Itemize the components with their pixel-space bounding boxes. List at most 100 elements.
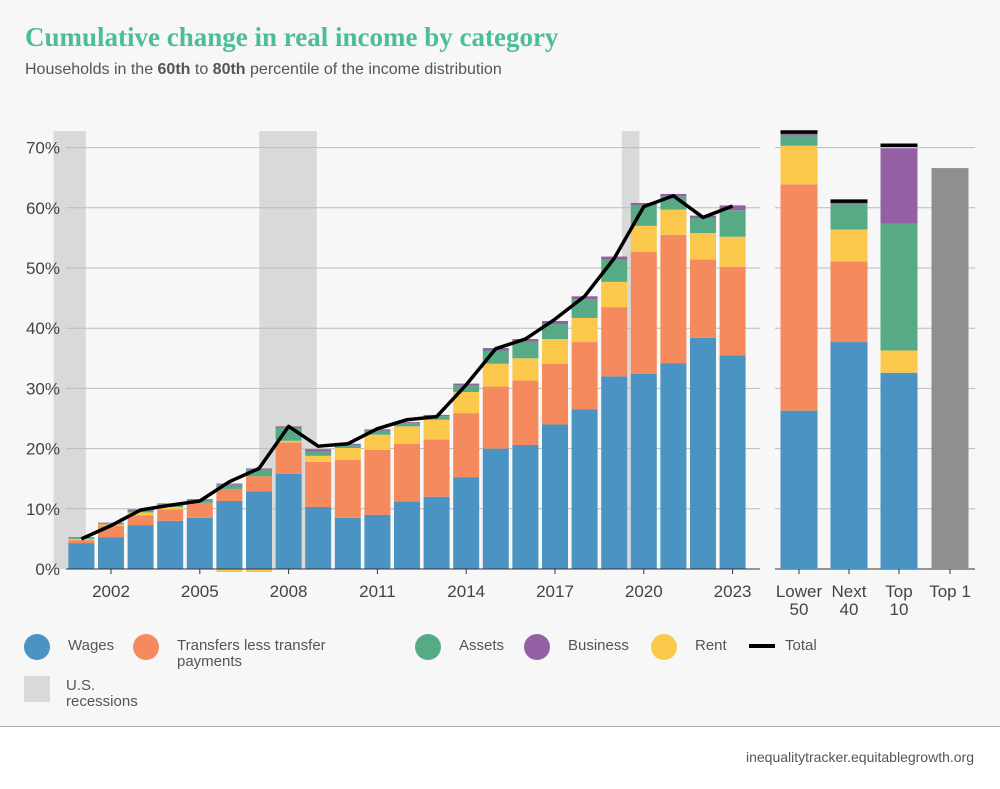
bar-segment-transfers-less-transfer-payments[interactable] bbox=[127, 515, 154, 526]
legend-item-rent[interactable]: Rent bbox=[651, 634, 727, 660]
legend-item-business[interactable]: Business bbox=[524, 634, 629, 660]
bar-segment-wages[interactable] bbox=[364, 514, 391, 569]
bar-segment-assets[interactable] bbox=[334, 444, 361, 448]
bar-segment-wages[interactable] bbox=[98, 537, 124, 569]
bar-segment-rent[interactable] bbox=[690, 233, 716, 260]
bar-segment-rent[interactable] bbox=[482, 363, 509, 387]
bar-segment-rent[interactable] bbox=[542, 339, 568, 364]
bar-segment-assets[interactable] bbox=[512, 341, 539, 359]
bar-segment-wages[interactable] bbox=[512, 444, 539, 569]
bar-segment-rent[interactable] bbox=[246, 569, 272, 573]
bar-segment-rent[interactable] bbox=[571, 317, 598, 343]
bar-segment-wages[interactable] bbox=[423, 496, 450, 569]
bar-segment-assets[interactable] bbox=[690, 218, 716, 234]
summary-bar-segment-transfers-less-transfer-payments[interactable] bbox=[830, 261, 868, 343]
bar-segment-assets[interactable] bbox=[542, 323, 568, 340]
bar-segment-transfers-less-transfer-payments[interactable] bbox=[186, 502, 213, 518]
summary-bar-segment-transfers-less-transfer-payments[interactable] bbox=[780, 184, 818, 411]
bar-segment-wages[interactable] bbox=[453, 477, 480, 569]
bar-segment-assets[interactable] bbox=[216, 484, 243, 489]
bar-segment-transfers-less-transfer-payments[interactable] bbox=[68, 540, 95, 544]
bar-segment-business[interactable] bbox=[98, 522, 124, 524]
legend-item-wages[interactable]: Wages bbox=[24, 634, 114, 660]
bar-segment-wages[interactable] bbox=[690, 337, 716, 569]
bar-segment-business[interactable] bbox=[542, 320, 568, 324]
bar-segment-rent[interactable] bbox=[157, 506, 184, 510]
bar-segment-rent[interactable] bbox=[127, 512, 154, 516]
bar-segment-wages[interactable] bbox=[216, 500, 243, 569]
bar-segment-wages[interactable] bbox=[482, 448, 509, 569]
bar-segment-assets[interactable] bbox=[246, 469, 272, 477]
bar-segment-transfers-less-transfer-payments[interactable] bbox=[157, 509, 184, 521]
bar-segment-rent[interactable] bbox=[216, 569, 243, 573]
summary-bar-segment-business[interactable] bbox=[780, 133, 818, 135]
bar-segment-wages[interactable] bbox=[68, 543, 95, 569]
bar-segment-wages[interactable] bbox=[305, 506, 332, 569]
bar-segment-wages[interactable] bbox=[334, 517, 361, 569]
bar-segment-wages[interactable] bbox=[660, 363, 687, 569]
summary-bar-segment-business[interactable] bbox=[830, 202, 868, 205]
bar-segment-transfers-less-transfer-payments[interactable] bbox=[542, 363, 568, 425]
bar-segment-transfers-less-transfer-payments[interactable] bbox=[394, 443, 420, 502]
bar-segment-wages[interactable] bbox=[571, 409, 598, 569]
bar-segment-wages[interactable] bbox=[719, 355, 746, 569]
total-line[interactable] bbox=[80, 194, 734, 541]
bar-segment-business[interactable] bbox=[394, 422, 420, 424]
summary-bar-segment-rent[interactable] bbox=[830, 229, 868, 262]
bar-segment-assets[interactable] bbox=[394, 423, 420, 427]
bar-segment-wages[interactable] bbox=[542, 424, 568, 569]
bar-segment-transfers-less-transfer-payments[interactable] bbox=[216, 488, 243, 501]
summary-bar-segment-wages[interactable] bbox=[830, 342, 868, 569]
bar-segment-assets[interactable] bbox=[571, 299, 598, 318]
bar-segment-rent[interactable] bbox=[423, 419, 450, 440]
summary-bar-segment-wages[interactable] bbox=[880, 372, 918, 569]
summary-bar-segment-assets[interactable] bbox=[780, 134, 818, 146]
summary-bar-segment-business[interactable] bbox=[880, 148, 918, 224]
legend-item-recessions[interactable]: U.S. recessions bbox=[24, 676, 164, 710]
bar-segment-wages[interactable] bbox=[186, 517, 213, 569]
summary-bar-segment-rent[interactable] bbox=[880, 350, 918, 373]
legend-item-transfers[interactable]: Transfers less transfer payments bbox=[133, 634, 373, 670]
legend-item-total[interactable]: Total bbox=[749, 638, 817, 654]
bar-segment-assets[interactable] bbox=[719, 210, 746, 237]
summary-bar-segment-assets[interactable] bbox=[880, 223, 918, 351]
bar-segment-rent[interactable] bbox=[275, 440, 302, 443]
bar-segment-assets[interactable] bbox=[305, 451, 332, 456]
bar-segment-wages[interactable] bbox=[275, 473, 302, 569]
source-link[interactable]: inequalitytracker.equitablegrowth.org bbox=[745, 749, 974, 765]
bar-segment-transfers-less-transfer-payments[interactable] bbox=[453, 413, 480, 478]
bar-segment-transfers-less-transfer-payments[interactable] bbox=[482, 386, 509, 449]
bar-segment-rent[interactable] bbox=[394, 426, 420, 444]
bar-segment-assets[interactable] bbox=[482, 350, 509, 364]
legend-item-assets[interactable]: Assets bbox=[415, 634, 504, 660]
bar-segment-wages[interactable] bbox=[246, 491, 272, 569]
summary-bar-segment-assets[interactable] bbox=[830, 204, 868, 230]
bar-segment-wages[interactable] bbox=[127, 525, 154, 569]
bar-segment-transfers-less-transfer-payments[interactable] bbox=[660, 234, 687, 364]
summary-bar-segment-top-1[interactable] bbox=[931, 168, 969, 569]
bar-segment-transfers-less-transfer-payments[interactable] bbox=[334, 460, 361, 518]
bar-segment-transfers-less-transfer-payments[interactable] bbox=[305, 461, 332, 507]
bar-segment-rent[interactable] bbox=[68, 538, 95, 541]
bar-segment-business[interactable] bbox=[630, 202, 657, 206]
bar-segment-transfers-less-transfer-payments[interactable] bbox=[275, 442, 302, 474]
summary-bar-segment-rent[interactable] bbox=[780, 145, 818, 185]
bar-segment-rent[interactable] bbox=[453, 392, 480, 414]
bar-segment-transfers-less-transfer-payments[interactable] bbox=[364, 449, 391, 515]
bar-segment-wages[interactable] bbox=[601, 376, 628, 569]
bar-segment-transfers-less-transfer-payments[interactable] bbox=[719, 266, 746, 356]
bar-segment-rent[interactable] bbox=[364, 434, 391, 450]
bar-segment-transfers-less-transfer-payments[interactable] bbox=[630, 251, 657, 374]
summary-bar-segment-wages[interactable] bbox=[780, 410, 818, 569]
bar-segment-wages[interactable] bbox=[630, 373, 657, 569]
bar-segment-transfers-less-transfer-payments[interactable] bbox=[246, 476, 272, 492]
bar-segment-rent[interactable] bbox=[601, 281, 628, 308]
bar-segment-transfers-less-transfer-payments[interactable] bbox=[512, 380, 539, 445]
bar-segment-transfers-less-transfer-payments[interactable] bbox=[571, 342, 598, 410]
bar-segment-assets[interactable] bbox=[453, 385, 480, 393]
bar-segment-rent[interactable] bbox=[630, 225, 657, 252]
bar-segment-rent[interactable] bbox=[512, 358, 539, 381]
bar-segment-rent[interactable] bbox=[660, 209, 687, 235]
bar-segment-business[interactable] bbox=[305, 449, 332, 452]
bar-segment-assets[interactable] bbox=[364, 430, 391, 435]
